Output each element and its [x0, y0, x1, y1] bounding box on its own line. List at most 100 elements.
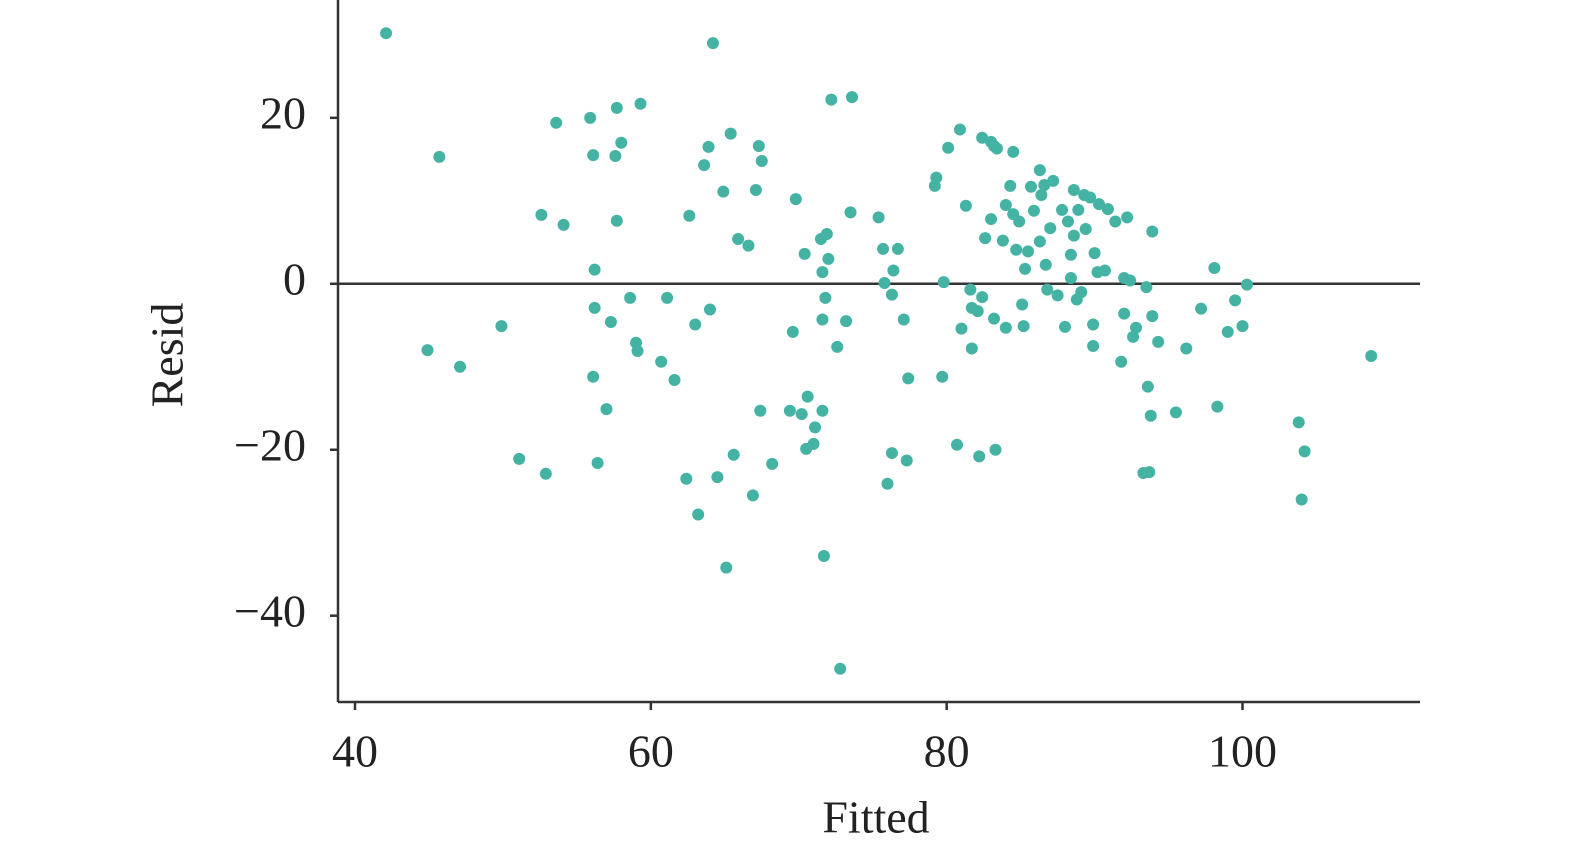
point: [1035, 189, 1048, 201]
point: [988, 312, 1001, 325]
x-tick-label: 80: [924, 726, 970, 777]
point: [1229, 294, 1242, 307]
point: [1152, 335, 1165, 348]
point: [604, 315, 617, 328]
point: [897, 313, 910, 326]
y-tick-label: −20: [234, 419, 306, 470]
point: [1056, 203, 1069, 216]
point: [557, 218, 570, 231]
point: [591, 457, 604, 470]
point: [1121, 211, 1134, 224]
point: [936, 370, 949, 383]
point: [937, 276, 950, 289]
point: [1075, 286, 1088, 299]
point: [1240, 278, 1253, 291]
point: [704, 303, 717, 316]
point: [902, 372, 915, 385]
point: [1130, 321, 1143, 334]
point: [942, 141, 955, 154]
point: [600, 403, 613, 416]
point: [881, 477, 894, 490]
point: [1143, 466, 1156, 479]
point: [1088, 247, 1101, 260]
point: [1013, 215, 1026, 228]
point: [588, 301, 601, 314]
point: [976, 291, 989, 304]
point: [1059, 320, 1072, 333]
point: [1169, 406, 1182, 419]
point: [1127, 330, 1140, 343]
point: [1022, 245, 1035, 258]
point: [587, 370, 600, 383]
point: [809, 421, 822, 434]
point: [846, 91, 859, 104]
point: [999, 321, 1012, 334]
point: [624, 291, 637, 304]
point: [816, 404, 829, 417]
point: [535, 208, 548, 221]
point: [755, 154, 768, 167]
point: [1292, 416, 1305, 429]
point: [900, 454, 913, 467]
point: [1051, 289, 1064, 302]
point: [807, 437, 820, 450]
point: [742, 239, 755, 252]
point: [692, 508, 705, 521]
point: [754, 404, 767, 417]
point: [878, 276, 891, 289]
point: [1016, 298, 1029, 311]
point: [971, 305, 984, 318]
point: [979, 232, 992, 245]
point: [844, 206, 857, 219]
x-tick-label: 60: [628, 726, 674, 777]
point: [1208, 262, 1221, 275]
point: [825, 93, 838, 106]
point: [816, 313, 829, 326]
point: [1146, 225, 1159, 238]
point: [1039, 258, 1052, 271]
point: [885, 288, 898, 301]
point: [887, 264, 900, 277]
point: [1017, 320, 1030, 333]
point: [1101, 203, 1114, 216]
point: [746, 489, 759, 502]
point: [717, 185, 730, 198]
point: [732, 232, 745, 245]
point: [615, 136, 628, 149]
point: [655, 355, 668, 368]
point: [1047, 174, 1060, 187]
point: [885, 447, 898, 460]
point: [1079, 223, 1092, 236]
point: [433, 150, 446, 163]
point: [683, 209, 696, 222]
point: [550, 116, 563, 129]
point: [990, 142, 1003, 155]
y-tick-label: −40: [234, 585, 306, 636]
point: [816, 266, 829, 279]
point: [1019, 262, 1032, 275]
point: [1087, 340, 1100, 353]
point: [959, 199, 972, 212]
point: [1010, 243, 1023, 256]
y-axis-label: Resid: [142, 303, 193, 408]
point: [801, 390, 814, 403]
point: [631, 345, 644, 357]
point: [1180, 342, 1193, 355]
point: [380, 27, 393, 40]
point: [1140, 281, 1153, 294]
point: [1098, 264, 1111, 277]
y-tick-label: 20: [260, 87, 306, 138]
point: [584, 111, 597, 124]
point: [1295, 493, 1308, 506]
point: [872, 211, 885, 224]
point: [953, 123, 966, 136]
point: [634, 97, 647, 110]
point: [1093, 198, 1106, 211]
point: [610, 214, 623, 227]
point: [1115, 355, 1128, 368]
point: [964, 283, 977, 296]
point: [1067, 229, 1080, 242]
point: [1146, 310, 1159, 323]
point: [891, 242, 904, 255]
